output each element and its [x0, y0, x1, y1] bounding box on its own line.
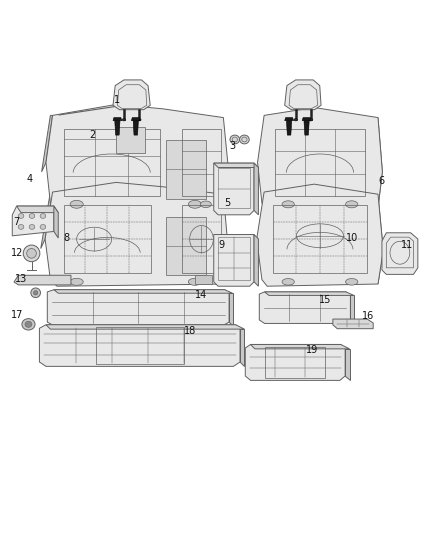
- Polygon shape: [333, 319, 373, 329]
- Polygon shape: [285, 80, 321, 110]
- Polygon shape: [251, 344, 350, 349]
- Polygon shape: [46, 104, 228, 209]
- Ellipse shape: [138, 119, 141, 121]
- Polygon shape: [345, 349, 350, 381]
- Polygon shape: [113, 118, 122, 120]
- Text: 6: 6: [378, 176, 384, 186]
- Polygon shape: [47, 290, 229, 326]
- Polygon shape: [265, 292, 354, 295]
- Text: 16: 16: [362, 311, 374, 320]
- Polygon shape: [214, 163, 258, 167]
- Polygon shape: [214, 235, 254, 286]
- Ellipse shape: [33, 290, 38, 295]
- Text: 5: 5: [225, 198, 231, 208]
- Polygon shape: [378, 118, 382, 207]
- Bar: [195, 275, 212, 284]
- Ellipse shape: [22, 319, 35, 330]
- Ellipse shape: [70, 200, 83, 208]
- Polygon shape: [41, 192, 53, 248]
- Ellipse shape: [29, 224, 35, 229]
- Polygon shape: [240, 329, 244, 366]
- Ellipse shape: [40, 224, 46, 229]
- Polygon shape: [214, 163, 254, 215]
- Polygon shape: [286, 120, 292, 135]
- Polygon shape: [39, 325, 240, 366]
- Ellipse shape: [346, 279, 358, 285]
- Ellipse shape: [23, 245, 40, 262]
- Ellipse shape: [201, 201, 211, 207]
- Polygon shape: [14, 275, 71, 285]
- Ellipse shape: [230, 135, 240, 144]
- Ellipse shape: [294, 119, 297, 121]
- Text: 18: 18: [184, 326, 197, 336]
- Polygon shape: [131, 118, 140, 120]
- Ellipse shape: [25, 321, 32, 327]
- Polygon shape: [17, 206, 58, 213]
- Text: 10: 10: [346, 233, 358, 243]
- Text: 19: 19: [306, 345, 318, 355]
- Polygon shape: [254, 235, 258, 286]
- Ellipse shape: [29, 214, 35, 219]
- Polygon shape: [54, 206, 58, 238]
- Text: 15: 15: [319, 295, 331, 305]
- Polygon shape: [382, 233, 418, 274]
- Ellipse shape: [188, 200, 201, 208]
- Ellipse shape: [188, 278, 201, 285]
- Polygon shape: [166, 217, 206, 275]
- Text: 4: 4: [27, 174, 33, 184]
- Polygon shape: [378, 194, 383, 284]
- Polygon shape: [133, 120, 138, 135]
- Polygon shape: [285, 118, 293, 120]
- Ellipse shape: [282, 279, 294, 285]
- Polygon shape: [45, 182, 228, 286]
- Ellipse shape: [309, 119, 313, 121]
- Polygon shape: [42, 115, 53, 172]
- Ellipse shape: [240, 135, 249, 144]
- Polygon shape: [304, 120, 309, 135]
- Polygon shape: [115, 120, 120, 135]
- Text: 2: 2: [89, 130, 95, 140]
- Polygon shape: [46, 325, 244, 329]
- Text: 9: 9: [218, 240, 224, 251]
- Bar: [116, 127, 145, 153]
- Text: 12: 12: [11, 248, 23, 259]
- Text: 7: 7: [14, 217, 20, 227]
- Polygon shape: [302, 118, 311, 120]
- Ellipse shape: [346, 201, 358, 208]
- Text: 1: 1: [114, 95, 120, 105]
- Polygon shape: [258, 108, 382, 209]
- Ellipse shape: [18, 224, 24, 229]
- Text: 14: 14: [194, 290, 207, 300]
- Ellipse shape: [122, 119, 126, 121]
- Polygon shape: [229, 293, 233, 326]
- Text: 3: 3: [229, 141, 235, 151]
- Polygon shape: [259, 292, 350, 324]
- Ellipse shape: [31, 288, 40, 297]
- Text: 17: 17: [11, 310, 23, 320]
- Ellipse shape: [40, 214, 46, 219]
- Polygon shape: [245, 344, 345, 381]
- Text: 8: 8: [64, 233, 70, 243]
- Ellipse shape: [70, 278, 83, 285]
- Text: 11: 11: [401, 240, 413, 251]
- Ellipse shape: [18, 214, 24, 219]
- Text: 13: 13: [15, 274, 27, 284]
- Polygon shape: [113, 80, 150, 110]
- Polygon shape: [350, 295, 354, 324]
- Polygon shape: [257, 184, 383, 286]
- Ellipse shape: [282, 201, 294, 208]
- Polygon shape: [54, 290, 233, 293]
- Polygon shape: [166, 140, 206, 199]
- Polygon shape: [254, 163, 258, 215]
- Polygon shape: [12, 206, 54, 236]
- Ellipse shape: [27, 248, 36, 258]
